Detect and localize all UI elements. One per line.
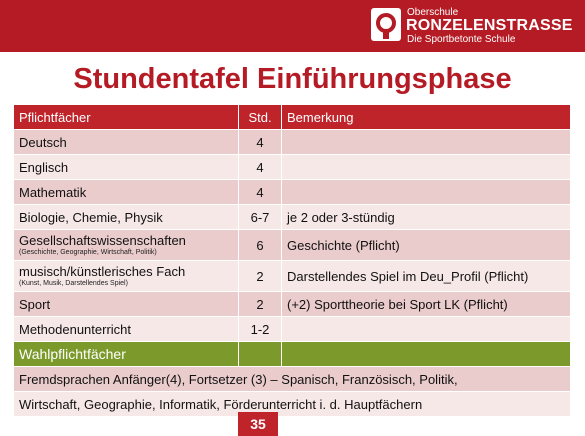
timetable: Pflichtfächer Std. Bemerkung Deutsch 4 E… <box>14 105 570 417</box>
note-cell: je 2 oder 3-stündig <box>282 205 570 229</box>
note-cell <box>282 155 570 179</box>
note-cell <box>282 180 570 204</box>
column-header-hours: Std. <box>239 105 281 129</box>
school-logo: Oberschule RONZELENSTRASSE Die Sportbeto… <box>371 6 579 46</box>
elective-line: Wirtschaft, Geographie, Informatik, Förd… <box>14 392 570 416</box>
logo-school-name: RONZELENSTRASSE <box>406 17 573 34</box>
hours-cell: 4 <box>239 180 281 204</box>
header-banner: Oberschule RONZELENSTRASSE Die Sportbeto… <box>0 0 585 52</box>
subject-name: Gesellschaftswissenschaften <box>19 232 186 248</box>
table-row: musisch/künstlerisches Fach (Kunst, Musi… <box>14 261 570 291</box>
elective-line: Fremdsprachen Anfänger(4), Fortsetzer (3… <box>14 367 570 391</box>
subject-cell: Biologie, Chemie, Physik <box>14 205 238 229</box>
elective-row: Fremdsprachen Anfänger(4), Fortsetzer (3… <box>14 367 570 391</box>
logo-tagline: Die Sportbetonte Schule <box>407 34 516 45</box>
table-row: Gesellschaftswissenschaften (Geschichte,… <box>14 230 570 260</box>
subject-cell: Mathematik <box>14 180 238 204</box>
logo-school-type: Oberschule <box>407 7 459 18</box>
elective-header: Wahlpflichtfächer <box>14 342 238 366</box>
hours-cell: 4 <box>239 155 281 179</box>
subject-cell: Deutsch <box>14 130 238 154</box>
hours-cell: 2 <box>239 261 281 291</box>
column-header-subject: Pflichtfächer <box>14 105 238 129</box>
hours-cell: 6-7 <box>239 205 281 229</box>
note-cell <box>282 317 570 341</box>
elective-header-hours <box>239 342 281 366</box>
subject-cell: Methodenunterricht <box>14 317 238 341</box>
elective-header-note <box>282 342 570 366</box>
table-row: Deutsch 4 <box>14 130 570 154</box>
hours-cell: 2 <box>239 292 281 316</box>
subject-name: musisch/künstlerisches Fach <box>19 263 186 279</box>
subject-cell: Englisch <box>14 155 238 179</box>
hours-cell: 1-2 <box>239 317 281 341</box>
table-row: Englisch 4 <box>14 155 570 179</box>
table-header-row: Pflichtfächer Std. Bemerkung <box>14 105 570 129</box>
subject-cell: musisch/künstlerisches Fach (Kunst, Musi… <box>14 261 238 291</box>
elective-header-row: Wahlpflichtfächer <box>14 342 570 366</box>
note-cell: Geschichte (Pflicht) <box>282 230 570 260</box>
subject-detail: (Kunst, Musik, Darstellendes Spiel) <box>19 279 128 287</box>
note-cell: Darstellendes Spiel im Deu_Profil (Pflic… <box>282 261 570 291</box>
subject-cell: Sport <box>14 292 238 316</box>
table-row: Biologie, Chemie, Physik 6-7 je 2 oder 3… <box>14 205 570 229</box>
table-row: Mathematik 4 <box>14 180 570 204</box>
elective-row: Wirtschaft, Geographie, Informatik, Förd… <box>14 392 570 416</box>
hours-cell: 4 <box>239 130 281 154</box>
hours-cell: 6 <box>239 230 281 260</box>
table-row: Sport 2 (+2) Sporttheorie bei Sport LK (… <box>14 292 570 316</box>
column-header-note: Bemerkung <box>282 105 570 129</box>
table-row: Methodenunterricht 1-2 <box>14 317 570 341</box>
page-number: 35 <box>238 412 278 436</box>
note-cell <box>282 130 570 154</box>
subject-cell: Gesellschaftswissenschaften (Geschichte,… <box>14 230 238 260</box>
slide-title: Stundentafel Einführungsphase <box>73 63 512 95</box>
note-cell: (+2) Sporttheorie bei Sport LK (Pflicht) <box>282 292 570 316</box>
subject-detail: (Geschichte, Geographie, Wirtschaft, Pol… <box>19 248 157 256</box>
logo-emblem-icon <box>371 8 401 41</box>
